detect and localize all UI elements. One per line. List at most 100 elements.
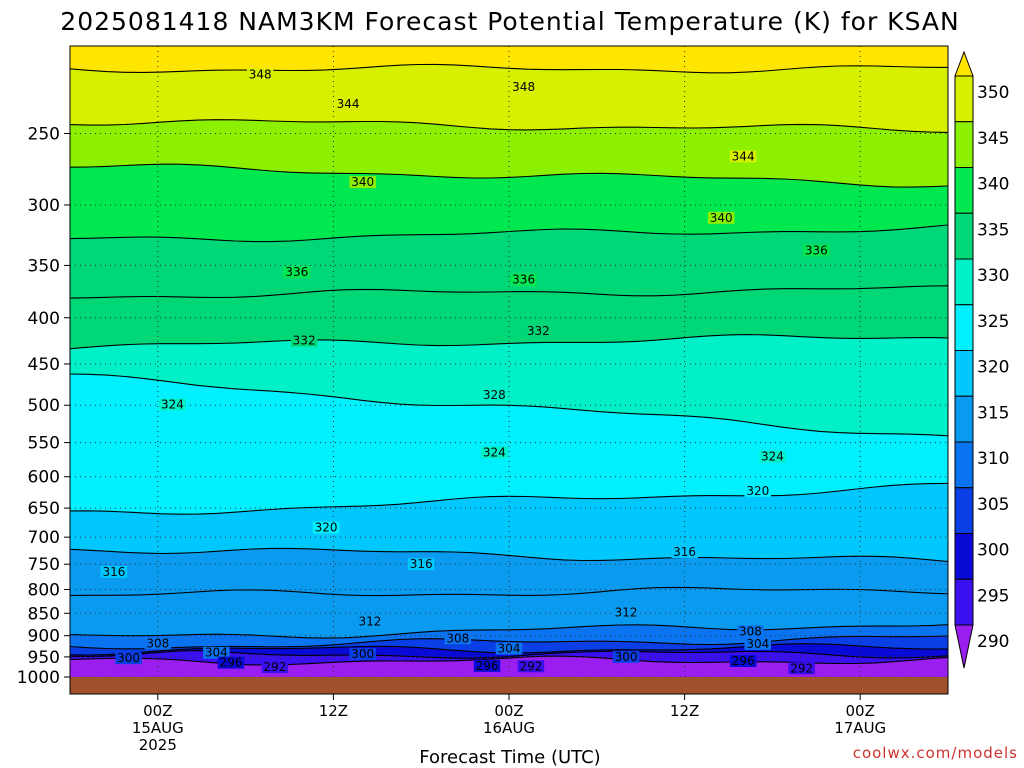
contour-label: 292 (519, 659, 542, 673)
colorbar-swatch (954, 212, 974, 260)
y-tick-label: 350 (28, 256, 60, 276)
contour-label: 292 (263, 660, 286, 674)
contour-label-bg (759, 450, 786, 463)
y-tick-label: 950 (28, 648, 60, 668)
contour-312 (69, 586, 949, 597)
contour-label: 300 (615, 650, 638, 664)
contour-328 (69, 334, 949, 350)
y-tick-label: 600 (28, 468, 60, 488)
contour-label-bg (349, 647, 376, 660)
contour-label-bg (671, 545, 698, 558)
contour-label: 300 (117, 651, 140, 665)
x-tick-label: 12Z (670, 702, 699, 720)
contour-label-bg (290, 334, 318, 347)
contour-label: 308 (146, 636, 169, 650)
contour-label-bg (495, 642, 523, 655)
y-tick-label: 800 (28, 581, 60, 601)
y-axis: 250 300 350 400 450 500 550 600 650 700 750 800 850 9… (17, 124, 70, 688)
contour-label-bg (159, 398, 186, 411)
colorbar-swatch (954, 258, 974, 306)
ground-surface (70, 677, 948, 694)
colorbar-swatch (954, 395, 974, 443)
contour-label-bg (612, 650, 640, 663)
contour-label-bg (788, 662, 815, 675)
contour-label-bg (246, 68, 274, 81)
y-tick-label: 700 (28, 528, 60, 548)
contour-label: 304 (746, 637, 769, 651)
y-tick-label: 250 (28, 124, 60, 144)
colorbar-label: 340 (977, 175, 1009, 195)
contour-label: 336 (285, 265, 308, 279)
contour-label: 344 (732, 149, 755, 163)
contour-label-bg (510, 80, 537, 93)
colorbar-label: 330 (977, 266, 1009, 286)
colorbar-label: 325 (977, 312, 1009, 332)
x-tick-label: 16AUG (483, 719, 535, 737)
colorbar-swatch (954, 533, 974, 580)
contour-label: 324 (483, 445, 506, 459)
y-tick-label: 400 (28, 309, 60, 329)
contour-label-bg (481, 446, 508, 459)
contour-324 (69, 373, 949, 437)
colorbar-label: 310 (977, 449, 1009, 469)
contour-340 (69, 163, 949, 188)
contour-label: 320 (315, 521, 338, 535)
colorbar-label: 345 (977, 129, 1009, 149)
contour-label: 336 (805, 244, 828, 258)
colorbar-swatch (954, 304, 974, 351)
contour-308 (69, 624, 949, 639)
color-bands (69, 45, 949, 678)
colorbar-swatch (954, 75, 974, 123)
x-tick-label: 2025 (139, 736, 177, 754)
contour-label: 332 (527, 324, 550, 338)
x-tick-label: 00Z (846, 702, 875, 720)
contour-label-bg (115, 652, 142, 665)
contour-label-bg (481, 388, 508, 401)
contour-label: 300 (351, 647, 374, 661)
x-axis-label: Forecast Time (UTC) (419, 747, 600, 768)
contour-label: 340 (351, 175, 374, 189)
contour-label-bg (217, 656, 245, 669)
x-tick-label: 15AUG (132, 719, 184, 737)
x-tick-label: 17AUG (834, 719, 886, 737)
contour-label: 324 (161, 397, 184, 411)
contour-label-bg (803, 244, 830, 257)
contour-label-bg (100, 565, 128, 578)
y-tick-label: 300 (28, 196, 60, 216)
colorbar-label: 320 (977, 358, 1009, 378)
contour-label-bg (612, 606, 640, 619)
y-tick-label: 650 (28, 499, 60, 519)
contour-label: 340 (710, 211, 733, 225)
contour-label-bg (334, 98, 362, 111)
contour-344 (69, 119, 949, 133)
contour-label-bg (203, 646, 230, 659)
colorbar-label: 295 (977, 586, 1009, 606)
contour-label: 336 (512, 273, 535, 287)
contour-label-bg (261, 661, 289, 674)
y-tick-label: 900 (28, 627, 60, 647)
colorbar-swatch (954, 441, 974, 489)
contour-label-bg (737, 625, 764, 638)
contour-label-bg (407, 558, 435, 571)
contour-label: 324 (761, 450, 784, 464)
contour-label-bg (525, 325, 552, 338)
x-tick-label: 00Z (494, 702, 523, 720)
contour-label-bg (517, 660, 545, 673)
contour-label-bg (729, 654, 757, 667)
contour-label: 312 (615, 605, 638, 619)
contour-label: 312 (359, 614, 382, 628)
contour-label: 308 (446, 631, 469, 645)
y-tick-label: 500 (28, 396, 60, 416)
colorbar-swatch (954, 167, 974, 214)
contour-labels: 348 348 344 344 340 340 336 336 336 332 332 328 324 3… (100, 67, 830, 675)
contour-label: 328 (483, 388, 506, 402)
contour-label-bg (510, 273, 537, 286)
contour-label: 348 (249, 67, 272, 81)
colorbar-label: 335 (977, 220, 1009, 240)
contour-label-bg (349, 176, 376, 189)
contour-label-bg (744, 484, 772, 497)
colorbar-swatch (954, 487, 974, 534)
contour-label: 316 (673, 545, 696, 559)
colorbar-swatch (954, 350, 974, 397)
contour-label-bg (312, 521, 340, 534)
